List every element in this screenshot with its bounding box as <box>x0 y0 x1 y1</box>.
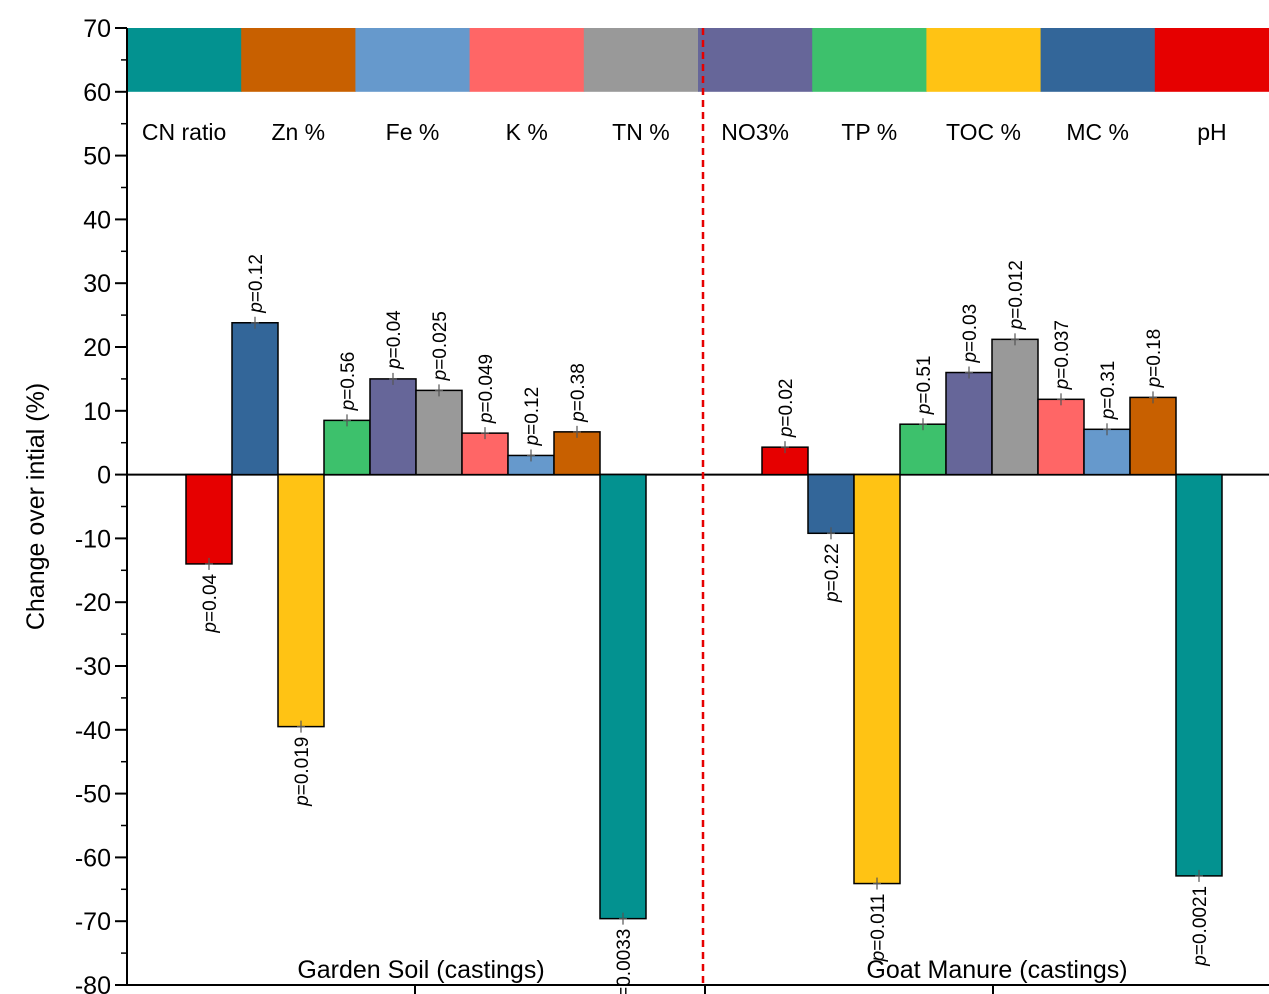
y-tick-label: 20 <box>83 334 111 362</box>
y-tick-label: -10 <box>75 525 111 553</box>
legend-swatch <box>241 28 356 92</box>
p-value-label: p=0.03 <box>960 304 981 364</box>
p-value-label: p=0.31 <box>1098 361 1119 421</box>
bar <box>553 431 601 476</box>
p-value-label: p=0.51 <box>914 356 935 416</box>
p-value-label: p=0.12 <box>522 387 543 447</box>
legend-swatch <box>698 28 813 92</box>
bar <box>1175 473 1223 877</box>
legend-label: Fe % <box>386 119 440 145</box>
bar <box>461 432 509 476</box>
y-tick-label: -30 <box>75 653 111 681</box>
p-value-label: p=0.0021 <box>1190 886 1211 967</box>
y-axis-title: Change over intial (%) <box>22 383 50 630</box>
p-value-label: p=0.037 <box>1052 320 1073 390</box>
bar <box>323 419 371 476</box>
y-tick-label: -20 <box>75 589 111 617</box>
p-value-label: p=0.04 <box>384 310 405 370</box>
legend-swatch <box>812 28 927 92</box>
bar <box>231 322 279 476</box>
legend-swatch <box>583 28 699 92</box>
legend-label: NO3% <box>721 119 789 145</box>
bar <box>1037 398 1085 476</box>
legend-label: TP % <box>841 119 897 145</box>
bar <box>415 389 463 476</box>
y-tick-label: -80 <box>75 972 111 994</box>
p-value-label: p=0.0033 <box>614 929 635 994</box>
group-label: Garden Soil (castings) <box>297 956 544 984</box>
bar <box>1083 428 1131 476</box>
p-value-label: p=0.56 <box>338 352 359 412</box>
bar <box>369 378 417 476</box>
legend-swatch <box>127 28 242 92</box>
legend-label: TOC % <box>946 119 1021 145</box>
p-value-label: p=0.02 <box>776 379 797 439</box>
group-label: Goat Manure (castings) <box>866 956 1127 984</box>
y-tick-label: -40 <box>75 717 111 745</box>
y-tick-label: 60 <box>83 79 111 107</box>
legend-label: CN ratio <box>142 119 226 145</box>
p-value-label: p=0.012 <box>1006 260 1027 330</box>
y-tick-label: 30 <box>83 270 111 298</box>
p-value-label: p=0.019 <box>292 737 313 807</box>
legend-label: TN % <box>612 119 670 145</box>
legend-swatch <box>1040 28 1156 92</box>
bar <box>945 371 993 476</box>
p-value-label: p=0.025 <box>430 311 451 381</box>
p-value-label: p=0.38 <box>568 363 589 423</box>
y-tick-label: 70 <box>83 15 111 43</box>
y-tick-label: -50 <box>75 781 111 809</box>
p-value-label: p=0.011 <box>868 894 889 963</box>
bar <box>185 473 233 565</box>
y-tick-label: 40 <box>83 206 111 234</box>
bar <box>853 473 901 885</box>
bar <box>599 473 647 920</box>
legend-label: Zn % <box>271 119 325 145</box>
p-value-label: p=0.049 <box>476 354 497 424</box>
y-tick-label: 0 <box>97 462 111 490</box>
bar <box>991 338 1039 476</box>
bar <box>807 473 855 535</box>
legend-label: pH <box>1197 119 1226 145</box>
bar <box>1129 396 1177 476</box>
bar <box>899 423 947 476</box>
p-value-label: p=0.04 <box>200 573 221 633</box>
y-tick-label: -70 <box>75 908 111 936</box>
legend-label: MC % <box>1066 119 1129 145</box>
p-value-label: p=0.12 <box>246 254 267 314</box>
bar <box>277 473 325 728</box>
legend-swatch <box>1154 28 1269 92</box>
legend-swatch <box>926 28 1042 92</box>
legend-swatch <box>469 28 585 92</box>
y-tick-label: -60 <box>75 844 111 872</box>
y-tick-label: 10 <box>83 398 111 426</box>
legend-swatch <box>355 28 471 92</box>
p-value-label: p=0.18 <box>1144 329 1165 389</box>
legend-label: K % <box>506 119 548 145</box>
p-value-label: p=0.22 <box>822 543 843 603</box>
y-tick-label: 50 <box>83 143 111 171</box>
